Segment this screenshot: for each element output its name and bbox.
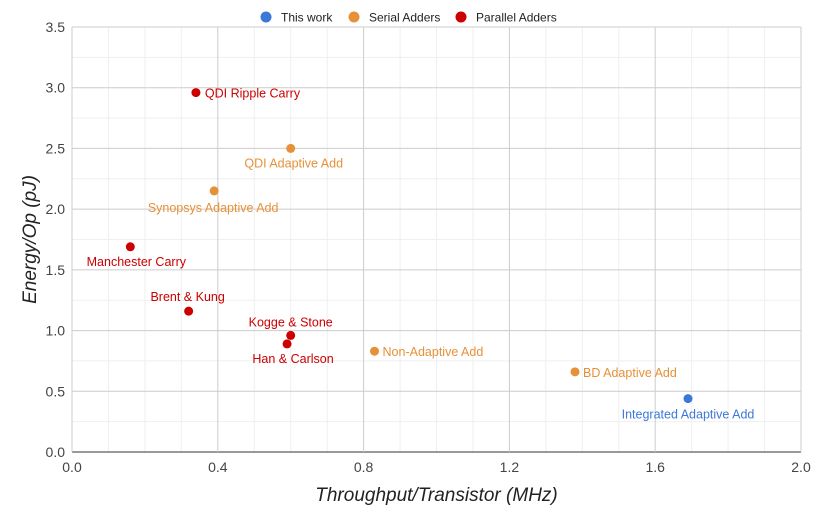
data-point — [209, 186, 219, 196]
data-point — [570, 367, 580, 377]
x-tick-label: 0.8 — [354, 459, 374, 475]
legend-label: This work — [281, 11, 333, 25]
data-label: Brent & Kung — [150, 290, 224, 304]
legend-label: Parallel Adders — [476, 11, 557, 25]
data-point — [191, 88, 201, 98]
x-tick-label: 1.6 — [645, 459, 665, 475]
y-tick-label: 3.5 — [46, 19, 66, 35]
legend: This work Serial Adders Parallel Adders — [260, 11, 557, 25]
legend-marker — [455, 11, 467, 23]
data-points — [125, 88, 693, 404]
y-tick-label: 1.5 — [46, 262, 66, 278]
legend-marker — [260, 11, 272, 23]
data-label: Synopsys Adaptive Add — [148, 201, 279, 215]
y-axis-title: Energy/Op (pJ) — [20, 175, 41, 304]
minor-gridlines — [72, 27, 801, 452]
data-label: QDI Ripple Carry — [205, 87, 301, 101]
data-label: Manchester Carry — [87, 255, 187, 269]
data-label: Non-Adaptive Add — [383, 345, 484, 359]
data-point — [286, 143, 296, 153]
data-label: QDI Adaptive Add — [244, 156, 343, 170]
y-tick-label: 2.0 — [46, 201, 66, 217]
x-axis-title: Throughput/Transistor (MHz) — [315, 485, 558, 506]
data-point — [125, 242, 135, 252]
y-axis-tick-labels: 0.0 0.5 1.0 1.5 2.0 2.5 3.0 3.5 — [46, 19, 66, 460]
legend-marker — [348, 11, 360, 23]
y-tick-label: 0.5 — [46, 383, 66, 399]
major-gridlines — [71, 26, 802, 453]
y-tick-label: 2.5 — [46, 140, 66, 156]
data-label: BD Adaptive Add — [583, 366, 677, 380]
x-tick-label: 0.0 — [62, 459, 82, 475]
data-label: Han & Carlson — [252, 352, 333, 366]
data-point — [286, 330, 296, 340]
y-tick-label: 1.0 — [46, 323, 66, 339]
data-label: Kogge & Stone — [249, 315, 333, 329]
data-point — [184, 306, 194, 316]
x-tick-label: 2.0 — [791, 459, 811, 475]
data-label: Integrated Adaptive Add — [622, 408, 755, 422]
data-point — [370, 346, 380, 356]
x-tick-label: 1.2 — [500, 459, 520, 475]
legend-label: Serial Adders — [369, 11, 440, 25]
y-tick-label: 3.0 — [46, 80, 66, 96]
x-axis-tick-labels: 0.0 0.4 0.8 1.2 1.6 2.0 — [62, 459, 811, 475]
data-point — [282, 339, 292, 349]
x-tick-label: 0.4 — [208, 459, 228, 475]
y-tick-label: 0.0 — [46, 444, 66, 460]
data-point — [683, 394, 693, 404]
data-labels: Integrated Adaptive Add QDI Adaptive Add S… — [87, 87, 755, 422]
